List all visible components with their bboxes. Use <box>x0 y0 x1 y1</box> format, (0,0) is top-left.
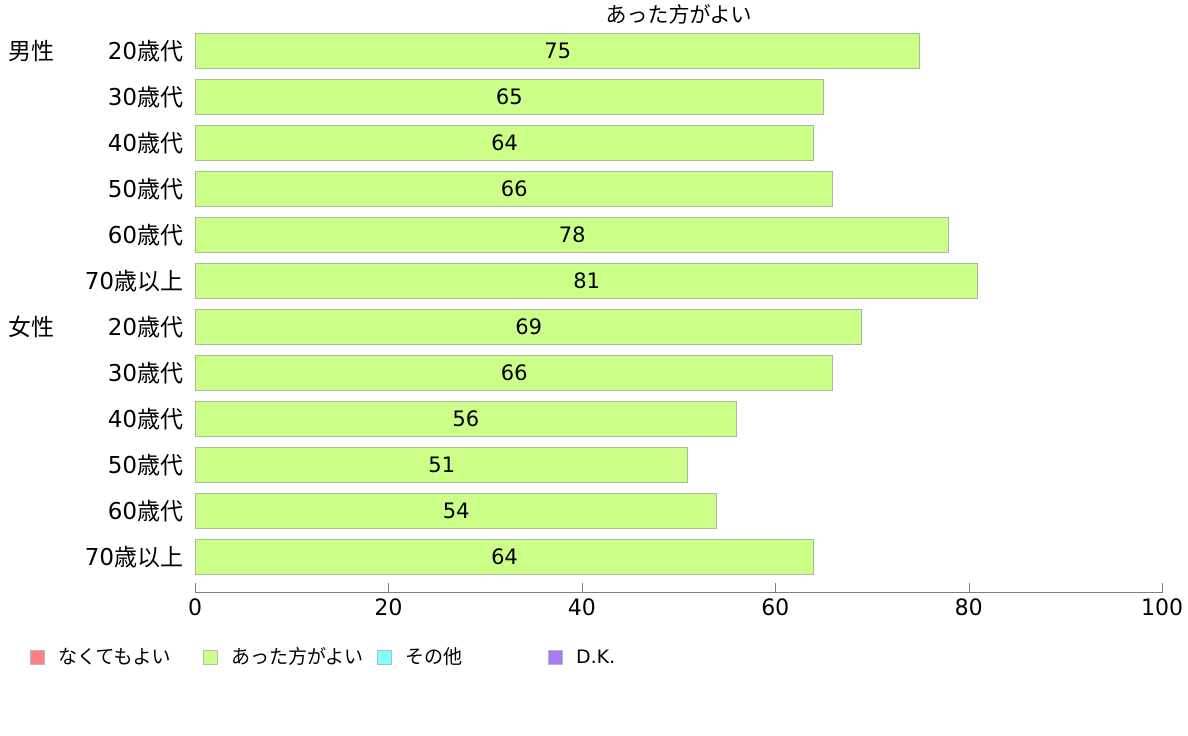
legend-item[interactable]: D.K. <box>548 640 615 674</box>
bar-row: 75 <box>195 30 1162 76</box>
legend-label: あった方がよい <box>231 646 364 668</box>
bar-row: 54 <box>195 490 1162 536</box>
bar <box>195 309 863 345</box>
bar <box>195 493 718 529</box>
bar-row: 56 <box>195 398 1162 444</box>
x-axis-tick <box>775 583 777 593</box>
y-axis-category-label: 60歳代 <box>107 499 183 525</box>
bar-row: 69 <box>195 306 1162 352</box>
bar <box>195 447 689 483</box>
bar <box>195 355 834 391</box>
legend-label: なくてもよい <box>58 646 171 668</box>
x-axis-line <box>195 592 1163 593</box>
y-axis-group-label: 男性 <box>8 39 54 65</box>
bar-row: 78 <box>195 214 1162 260</box>
y-axis-category-label: 30歳代 <box>107 85 183 111</box>
bar-row: 64 <box>195 536 1162 582</box>
bar <box>195 171 834 207</box>
legend-item[interactable]: なくてもよい <box>30 640 170 674</box>
y-axis-category-label: 70歳以上 <box>84 269 183 295</box>
bar-value-label: 69 <box>515 315 542 339</box>
x-axis-tick <box>195 583 196 593</box>
bar-value-label: 75 <box>544 39 571 63</box>
legend-item[interactable]: あった方がよい <box>203 640 363 674</box>
bar-value-label: 64 <box>491 545 518 569</box>
x-axis-tick <box>968 583 970 593</box>
bar <box>195 401 737 437</box>
y-axis-category-label: 60歳代 <box>107 223 183 249</box>
y-axis-group-label: 女性 <box>8 315 54 341</box>
bar <box>195 33 921 69</box>
bar <box>195 539 814 575</box>
plot-area: 75 65 64 66 78 81 69 66 56 51 54 64 <box>195 30 1162 592</box>
bar-value-label: 66 <box>500 361 528 385</box>
bar-row: 51 <box>195 444 1162 490</box>
bar-value-label: 64 <box>491 131 518 155</box>
x-axis-tick-label: 60 <box>761 596 790 621</box>
bar-value-label: 56 <box>452 407 480 431</box>
x-axis-tick-label: 0 <box>188 596 202 621</box>
bar-row: 65 <box>195 76 1162 122</box>
bar-row: 66 <box>195 168 1162 214</box>
bar-row: 81 <box>195 260 1162 306</box>
bar <box>195 263 979 299</box>
bar <box>195 217 950 253</box>
bar-row: 66 <box>195 352 1162 398</box>
y-axis-category-label: 50歳代 <box>107 453 183 479</box>
bar-value-label: 51 <box>428 453 455 477</box>
legend-item[interactable]: その他 <box>377 640 462 674</box>
chart-title: あった方がよい <box>605 3 752 27</box>
y-axis-category-label: 20歳代 <box>107 315 183 341</box>
bar-value-label: 81 <box>573 269 600 293</box>
chart-legend: なくてもよい あった方がよい その他 D.K. <box>0 640 1188 674</box>
legend-swatch-icon <box>377 649 392 665</box>
y-axis-category-label: 50歳代 <box>107 177 183 203</box>
bar-row: 64 <box>195 122 1162 168</box>
x-axis-tick-label: 20 <box>374 596 403 621</box>
x-axis-tick-label: 100 <box>1141 596 1183 621</box>
x-axis-tick <box>581 583 583 593</box>
bar-value-label: 66 <box>500 177 528 201</box>
x-axis-tick-label: 40 <box>567 596 596 621</box>
x-axis-tick <box>388 583 390 593</box>
bar-value-label: 54 <box>442 499 470 523</box>
bar <box>195 79 824 115</box>
legend-swatch-icon <box>30 649 45 665</box>
y-axis-category-label: 30歳代 <box>107 361 183 387</box>
y-axis-category-label: 70歳以上 <box>84 545 183 571</box>
legend-label: その他 <box>405 646 463 668</box>
bar-value-label: 78 <box>558 223 586 247</box>
legend-swatch-icon <box>548 649 563 665</box>
bar <box>195 125 814 161</box>
y-axis-category-label: 40歳代 <box>107 407 183 433</box>
x-axis-tick-label: 80 <box>954 596 983 621</box>
y-axis-category-label: 40歳代 <box>107 131 183 157</box>
x-axis-tick <box>1162 583 1163 593</box>
bar-value-label: 65 <box>495 85 523 109</box>
legend-label: D.K. <box>576 646 616 668</box>
legend-swatch-icon <box>203 649 218 665</box>
y-axis-category-label: 20歳代 <box>107 39 183 65</box>
